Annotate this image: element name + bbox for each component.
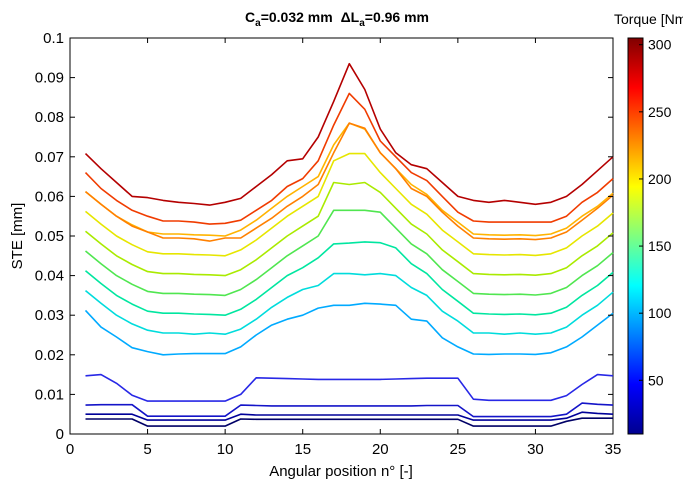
x-tick-label: 10: [217, 441, 234, 458]
y-tick-label: 0.06: [35, 188, 64, 205]
colorbar-tick-label: 150: [648, 238, 672, 254]
y-tick-label: 0.01: [35, 386, 64, 403]
x-tick-label: 5: [143, 441, 151, 458]
series-layer: [84, 62, 614, 427]
plot-area: [69, 37, 614, 435]
series-line-1: [85, 411, 614, 421]
y-axis-label: STE [mm]: [9, 203, 26, 270]
title-delta-val: =0.96 mm: [365, 9, 429, 25]
title-delta-sub: a: [359, 18, 365, 29]
y-axis: 0 0.01 0.02 0.03 0.04 0.05 0.06 0.07 0.08 0.09 0.1: [35, 30, 613, 443]
y-tick-label: 0.05: [35, 228, 64, 245]
colorbar-tick-label: 300: [648, 37, 672, 53]
series-line-4: [84, 302, 614, 356]
y-tick-label: 0.09: [35, 70, 64, 87]
series-line-2: [85, 402, 614, 418]
series-line-7: [84, 209, 614, 297]
title-c-sub: a: [255, 18, 261, 29]
y-tick-label: 0.02: [35, 347, 64, 364]
series-line-0: [85, 417, 613, 427]
x-tick-label: 15: [294, 441, 311, 458]
x-tick-label: 20: [372, 441, 389, 458]
title-c-val: =0.032 mm: [261, 9, 337, 25]
y-tick-label: 0.1: [43, 30, 64, 47]
y-tick-label: 0.04: [35, 268, 64, 285]
y-tick-label: 0: [56, 426, 64, 443]
colorbar-ticks: 50 100 150 200 250 300: [639, 37, 672, 388]
y-tick-label: 0.07: [35, 149, 64, 166]
colorbar-label: Torque [Nm]: [614, 11, 683, 27]
y-tick-label: 0.08: [35, 109, 64, 126]
series-line-12: [84, 92, 614, 225]
series-line-5: [84, 272, 614, 336]
colorbar-tick-label: 50: [648, 372, 664, 388]
x-tick-label: 30: [527, 441, 544, 458]
series-line-3: [85, 373, 614, 402]
series-line-9: [84, 152, 614, 257]
title-c: C: [245, 9, 255, 25]
colorbar: [627, 37, 644, 435]
colorbar-tick-label: 250: [648, 104, 672, 120]
title-delta: ΔL: [341, 9, 360, 25]
x-tick-label: 0: [66, 441, 74, 458]
x-axis: 0 5 10 15 20 25 30 35: [66, 38, 622, 458]
series-line-8: [84, 181, 614, 277]
colorbar-tick-label: 100: [648, 305, 672, 321]
x-tick-label: 35: [605, 441, 622, 458]
series-line-6: [84, 241, 614, 317]
series-line-11: [84, 122, 614, 242]
y-tick-label: 0.03: [35, 307, 64, 324]
colorbar-tick-label: 200: [648, 171, 672, 187]
series-line-13: [84, 62, 614, 206]
chart-title: Ca=0.032 mm ΔLa=0.96 mm: [245, 9, 429, 29]
x-axis-label: Angular position n° [-]: [269, 463, 413, 480]
x-tick-label: 25: [450, 441, 467, 458]
